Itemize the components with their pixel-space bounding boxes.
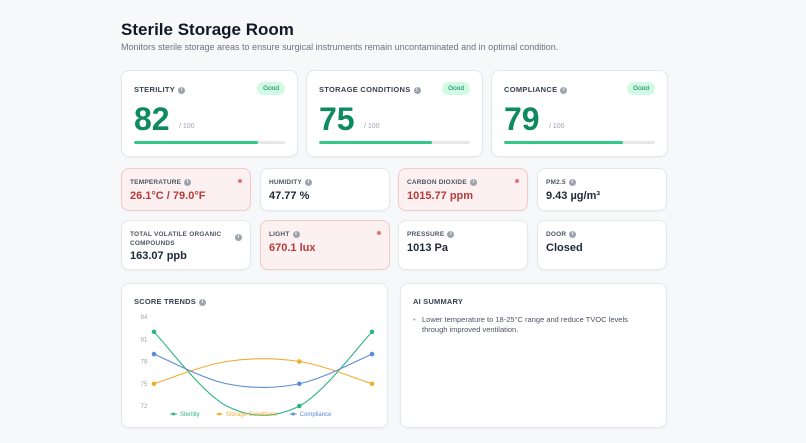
info-icon[interactable]: i [292, 230, 300, 238]
info-icon[interactable]: i [569, 230, 577, 238]
data-point [297, 359, 302, 364]
series-line [153, 353, 373, 388]
info-icon[interactable]: i [184, 178, 192, 186]
metric-value: 670.1 lux [269, 242, 316, 254]
metric-card-humidity: HUMIDITY i 47.77 % [260, 168, 390, 211]
y-tick-label: 78 [141, 360, 148, 366]
status-badge: Good [442, 82, 470, 95]
metric-value: 163.07 ppb [130, 250, 187, 262]
y-tick-label: 75 [141, 382, 148, 388]
ai-summary-card: AI SUMMARY • Lower temperature to 18-25°… [400, 283, 667, 428]
progress-fill [504, 141, 624, 144]
page-title: Sterile Storage Room [121, 20, 294, 39]
legend-marker [217, 412, 221, 416]
score-label: STERILITY i [134, 85, 186, 94]
info-icon[interactable]: i [560, 86, 568, 94]
data-point [297, 403, 302, 409]
metric-label: DOOR i [546, 230, 577, 239]
score-max: / 100 [179, 123, 195, 130]
info-icon[interactable]: i [469, 178, 477, 186]
metric-card-pm25: PM2.5 i 9.43 µg/m³ [537, 168, 667, 211]
data-point [151, 329, 157, 335]
page-subtitle: Monitors sterile storage areas to ensure… [121, 42, 559, 52]
legend-label: Compliance [300, 412, 332, 418]
metric-card-pressure: PRESSURE i 1013 Pa [398, 220, 528, 270]
metric-label: LIGHT i [269, 230, 300, 239]
alert-indicator [515, 179, 519, 183]
score-value: 79 [504, 101, 540, 137]
metric-value: 1013 Pa [407, 242, 448, 254]
metric-card-temperature: TEMPERATURE i 26.1°C / 79.0°F [121, 168, 251, 211]
progress-fill [134, 141, 258, 144]
data-point [151, 381, 157, 387]
metric-value: 9.43 µg/m³ [546, 190, 601, 202]
progress-bar [134, 141, 285, 144]
info-icon[interactable]: i [305, 178, 313, 186]
chart-title: SCORE TRENDS i [134, 297, 206, 306]
metric-value: 1015.77 ppm [407, 190, 474, 202]
score-max: / 100 [364, 123, 380, 130]
metric-card-light: LIGHT i 670.1 lux [260, 220, 390, 270]
status-badge: Good [257, 82, 285, 95]
info-icon[interactable]: i [447, 230, 455, 238]
info-icon[interactable]: i [568, 178, 576, 186]
summary-item: • Lower temperature to 18-25°C range and… [413, 315, 628, 334]
metric-card-tvoc: TOTAL VOLATILE ORGANIC COMPOUNDS i 163.0… [121, 220, 251, 270]
metric-label: TOTAL VOLATILE ORGANIC COMPOUNDS [130, 231, 222, 247]
data-point [369, 329, 375, 335]
score-value: 75 [319, 101, 355, 137]
alert-indicator [238, 179, 242, 183]
legend-marker [172, 412, 175, 416]
metric-label: CARBON DIOXIDE i [407, 178, 477, 187]
y-tick-label: 72 [141, 404, 148, 410]
score-label: COMPLIANCE i [504, 85, 568, 94]
info-icon[interactable]: i [235, 234, 242, 241]
legend-label: Sterility [180, 412, 200, 418]
metric-card-carbon-dioxide: CARBON DIOXIDE i 1015.77 ppm [398, 168, 528, 211]
info-icon[interactable]: i [199, 298, 206, 306]
score-card-compliance: COMPLIANCE i Good 79 / 100 [491, 70, 668, 157]
metric-label: TEMPERATURE i [130, 178, 192, 187]
progress-fill [319, 141, 433, 144]
alert-indicator [377, 231, 381, 235]
metric-label: PRESSURE i [407, 230, 455, 239]
legend-label: Storage Conditions [226, 412, 277, 418]
data-point [369, 381, 375, 387]
score-label: STORAGE CONDITIONS i [319, 85, 421, 94]
metric-card-door: DOOR i Closed [537, 220, 667, 270]
data-point [297, 381, 302, 387]
status-badge: Good [627, 82, 655, 95]
metric-value: 26.1°C / 79.0°F [130, 190, 206, 202]
score-card-sterility: STERILITY i Good 82 / 100 [121, 70, 298, 157]
score-card-storage-conditions: STORAGE CONDITIONS i Good 75 / 100 [306, 70, 483, 157]
metric-label: PM2.5 i [546, 178, 576, 187]
y-tick-label: 81 [141, 337, 148, 343]
score-trends-card: SCORE TRENDS i 72 75 78 81 84 Sterility Storage… [121, 283, 388, 428]
info-icon[interactable]: i [178, 86, 186, 94]
progress-bar [504, 141, 655, 144]
metric-value: Closed [546, 242, 583, 254]
legend-marker [291, 412, 295, 416]
y-tick-label: 84 [141, 315, 148, 321]
bullet-icon: • [413, 315, 416, 324]
data-point [151, 351, 157, 357]
score-max: / 100 [549, 123, 565, 130]
series-line [153, 358, 373, 385]
score-trends-chart: 72 75 78 81 84 Sterility Storage Conditions Com… [141, 315, 375, 418]
metric-value: 47.77 % [269, 190, 310, 202]
data-point [369, 351, 375, 357]
summary-title: AI SUMMARY [413, 297, 464, 306]
info-icon[interactable]: i [413, 86, 421, 94]
score-value: 82 [134, 101, 170, 137]
series-line [153, 331, 373, 416]
metric-label: HUMIDITY i [269, 178, 313, 187]
progress-bar [319, 141, 470, 144]
